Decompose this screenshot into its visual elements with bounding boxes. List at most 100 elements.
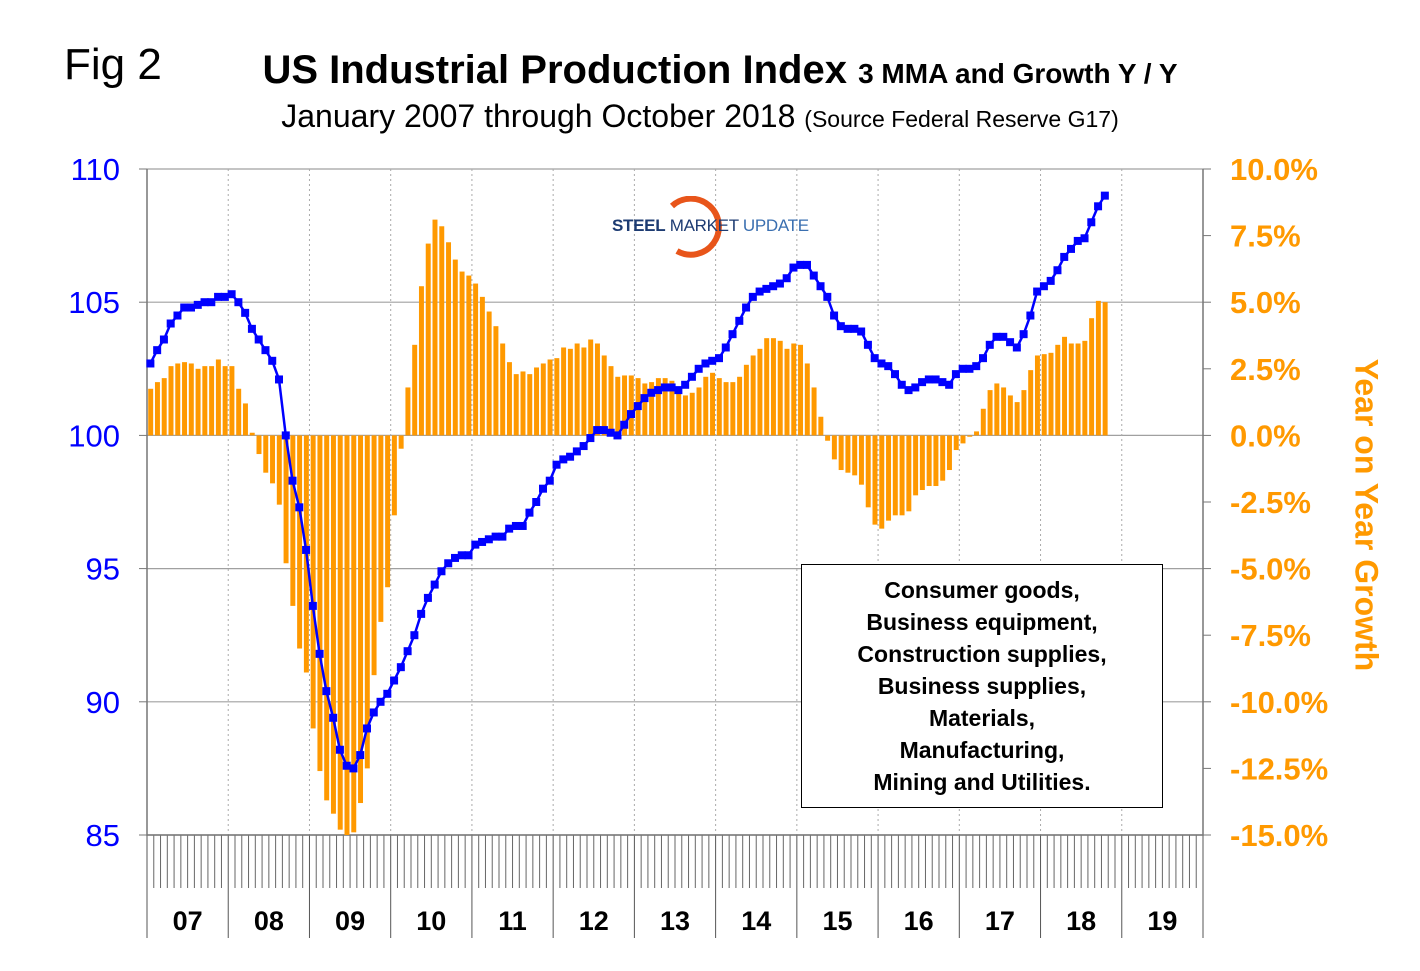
index-marker <box>396 663 405 672</box>
growth-bar <box>811 387 817 436</box>
growth-bar <box>689 392 695 436</box>
index-marker <box>857 327 866 336</box>
x-tick-label: 10 <box>416 906 446 936</box>
growth-bar <box>682 395 688 436</box>
index-marker <box>721 343 730 352</box>
index-marker <box>735 316 744 325</box>
index-marker <box>999 332 1008 341</box>
index-marker <box>532 498 541 506</box>
index-marker <box>1094 202 1103 211</box>
growth-bar <box>723 382 729 436</box>
growth-bar <box>256 435 262 455</box>
growth-bar <box>1028 370 1034 436</box>
index-marker <box>979 354 987 363</box>
index-marker <box>322 687 331 696</box>
index-marker <box>511 521 520 530</box>
right-tick-label: -5.0% <box>1230 552 1311 587</box>
index-marker <box>1053 266 1062 275</box>
growth-bar <box>270 435 276 484</box>
growth-bar <box>466 275 472 436</box>
growth-bar <box>540 363 546 436</box>
index-marker <box>518 521 527 530</box>
x-tick-label: 15 <box>822 906 852 936</box>
x-tick-label: 18 <box>1066 906 1096 936</box>
index-marker <box>992 332 1001 341</box>
index-marker <box>234 298 243 307</box>
index-marker <box>342 761 351 770</box>
index-marker <box>180 303 189 312</box>
index-marker <box>1039 282 1048 291</box>
index-marker <box>220 292 229 301</box>
growth-bar <box>594 343 600 436</box>
legend-box: Consumer goods, Business equipment, Constr… <box>801 564 1163 808</box>
index-marker <box>356 751 365 760</box>
growth-bar <box>432 219 438 436</box>
growth-bar <box>662 378 668 436</box>
right-tick-label: -15.0% <box>1230 818 1328 853</box>
growth-bar <box>520 371 526 436</box>
index-marker <box>207 298 216 307</box>
logo-text-steel: STEEL <box>612 216 666 235</box>
index-marker <box>214 292 223 301</box>
index-marker <box>640 394 649 403</box>
growth-bar <box>791 343 797 436</box>
legend-line: Materials, <box>928 705 1036 731</box>
index-marker <box>884 362 893 371</box>
index-marker <box>1080 234 1089 243</box>
x-tick-label: 14 <box>741 906 771 936</box>
index-marker <box>823 292 832 301</box>
index-marker <box>308 601 317 610</box>
left-tick-label: 95 <box>86 552 120 587</box>
growth-bar <box>364 435 370 769</box>
index-marker <box>775 279 784 288</box>
index-marker <box>586 434 595 443</box>
index-marker <box>471 540 480 549</box>
index-marker <box>613 431 622 440</box>
growth-bar <box>188 363 194 436</box>
growth-bar <box>588 339 594 436</box>
growth-bar <box>1014 402 1020 436</box>
growth-bar <box>628 375 634 436</box>
index-marker <box>1087 218 1096 227</box>
growth-bar <box>337 435 343 830</box>
index-marker <box>363 724 371 733</box>
index-marker <box>606 428 615 437</box>
growth-bar <box>297 435 303 649</box>
index-marker <box>410 631 419 640</box>
index-marker <box>227 290 236 299</box>
index-marker <box>951 370 960 379</box>
index-marker <box>478 537 487 546</box>
index-marker <box>627 410 635 419</box>
index-marker <box>742 303 751 312</box>
logo-text-update: UPDATE <box>742 216 809 235</box>
growth-bar <box>919 435 925 491</box>
growth-bar <box>527 374 533 436</box>
index-marker <box>1067 244 1075 253</box>
growth-bar <box>324 435 330 801</box>
index-marker <box>1046 276 1055 285</box>
growth-bar <box>242 403 248 436</box>
growth-bar <box>310 435 316 729</box>
steel-market-update-logo: STEEL MARKET UPDATE <box>612 196 812 258</box>
index-marker <box>566 452 575 461</box>
index-marker <box>383 689 392 698</box>
growth-bar <box>960 435 966 444</box>
index-marker <box>349 764 358 773</box>
x-tick-label: 13 <box>660 906 690 936</box>
growth-bar <box>737 376 743 436</box>
index-marker <box>525 508 534 517</box>
growth-bar <box>710 372 716 436</box>
growth-bar <box>669 380 675 436</box>
growth-bar <box>195 368 201 436</box>
growth-bar <box>750 355 756 436</box>
growth-bar <box>730 382 736 436</box>
index-marker <box>647 388 656 397</box>
index-marker <box>430 580 439 589</box>
index-marker <box>620 420 629 429</box>
growth-bar <box>770 338 776 436</box>
growth-bar <box>926 435 932 487</box>
growth-bar <box>994 383 1000 436</box>
growth-bar <box>425 243 431 436</box>
index-marker <box>268 356 277 365</box>
index-marker <box>863 340 872 349</box>
